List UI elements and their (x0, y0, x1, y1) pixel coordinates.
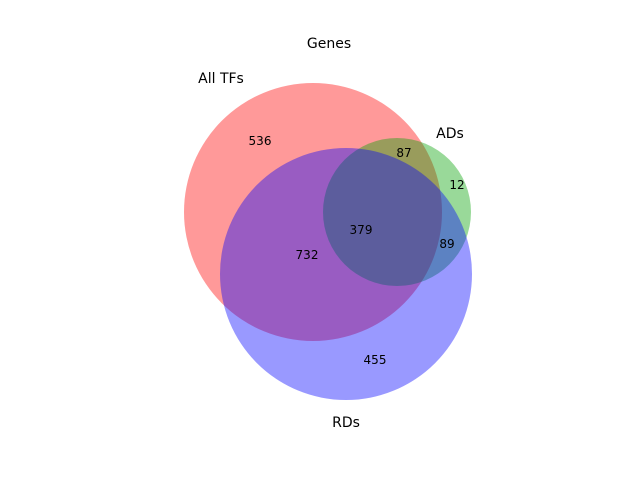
circle-rds (220, 148, 472, 400)
set-label-all-tfs: All TFs (198, 71, 244, 87)
set-label-ads: ADs (436, 126, 464, 142)
region-count-ads-rds: 89 (439, 237, 454, 251)
diagram-title: Genes (307, 36, 351, 52)
region-count-ads-only: 12 (449, 178, 464, 192)
region-count-all-tfs-rds: 732 (296, 248, 319, 262)
region-count-all-three: 379 (350, 223, 373, 237)
set-label-rds: RDs (332, 415, 360, 431)
circle-all-tfs (184, 83, 442, 341)
region-count-all-tfs-only: 536 (249, 134, 272, 148)
region-count-all-tfs-ads: 87 (396, 146, 411, 160)
circle-ads (323, 138, 471, 286)
region-count-rds-only: 455 (364, 353, 387, 367)
